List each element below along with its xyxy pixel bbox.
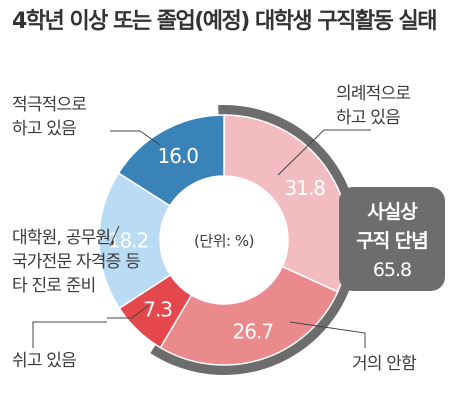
slice-label-line: 거의 안함: [352, 354, 417, 374]
annotation-text: 사실상: [367, 201, 418, 223]
annotation-box: [339, 187, 445, 291]
slice-value-label: 7.3: [143, 297, 172, 321]
annotation-text: 구직 단념: [356, 230, 428, 252]
slice-label-line: 쉬고 있음: [12, 351, 77, 371]
chart-title: 4학년 이상 또는 졸업(예정) 대학생 구직활동 실태: [12, 9, 437, 34]
leader-line: [107, 304, 150, 319]
slice-label-line: 의례적으로: [336, 84, 411, 104]
slice-label-line: 하고 있음: [336, 108, 401, 128]
center-unit-label: (단위: %): [194, 232, 254, 250]
slice-label-other-path: 대학원, 공무원, 국가전문 자격증 등 타 진로 준비: [12, 226, 141, 298]
donut-slice: [98, 171, 172, 310]
leader-line: [32, 321, 107, 348]
donut-slice: [117, 114, 225, 207]
slice-label-line: 타 진로 준비: [12, 276, 96, 296]
donut-slice: [159, 265, 339, 366]
donut-slice: [223, 114, 350, 293]
slice-label-hardly: 거의 안함: [352, 352, 417, 376]
slice-label-line: 적극적으로: [12, 95, 87, 115]
slice-label-line: 국가전문 자격증 등: [12, 252, 141, 272]
slice-value-label: 16.0: [157, 144, 198, 168]
leader-line: [109, 225, 120, 247]
slice-label-line: 하고 있음: [12, 119, 77, 139]
leader-line: [110, 130, 161, 146]
slice-label-line: 대학원, 공무원,: [12, 228, 116, 248]
slice-label-ritual: 의례적으로 하고 있음: [336, 82, 411, 130]
annotation-text: 65.8: [373, 259, 411, 281]
slice-label-active: 적극적으로 하고 있음: [12, 93, 87, 141]
slice-label-resting: 쉬고 있음: [12, 349, 77, 373]
slice-value-label: 31.8: [284, 176, 325, 200]
slice-value-label: 26.7: [233, 320, 274, 344]
leader-line: [289, 321, 366, 348]
slice-value-label: 18.2: [108, 229, 149, 253]
leader-line: [277, 129, 371, 176]
